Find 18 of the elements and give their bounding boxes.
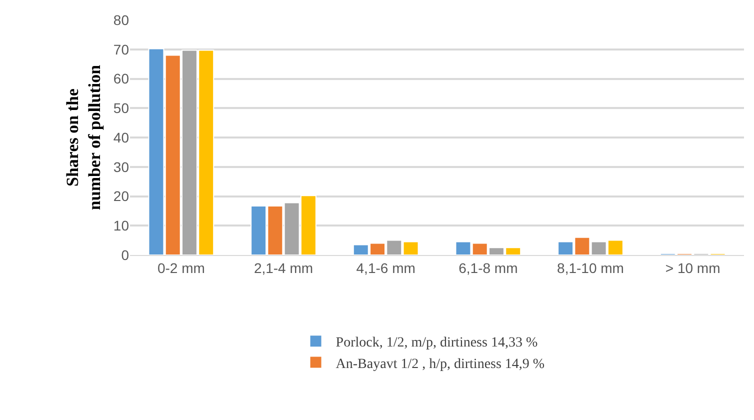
x-tick-label: 8,1-10 mm xyxy=(557,260,624,276)
y-tick-label: 10 xyxy=(113,218,130,234)
y-axis-title: Shares on the number of pollution xyxy=(62,64,104,210)
legend-label: Porlock, 1/2, m/p, dirtiness 14,33 % xyxy=(336,336,538,351)
y-tick-label: 40 xyxy=(113,129,130,146)
y-tick-label: 30 xyxy=(113,158,130,175)
x-tick-label: 2,1-4 mm xyxy=(254,260,314,276)
x-tick-label: > 10 mm xyxy=(665,260,720,276)
y-tick-label: 60 xyxy=(113,70,130,87)
y-tick-label: 70 xyxy=(113,41,130,58)
x-tick-label: 0-2 mm xyxy=(157,260,205,276)
x-tick-label: 4,1-6 mm xyxy=(356,260,416,276)
legend-label: An-Bayavt 1/2 , h/p, dirtiness 14,9 % xyxy=(336,356,545,372)
y-tick-label: 80 xyxy=(113,12,130,28)
y-tick-label: 0 xyxy=(121,246,130,263)
y-tick-label: 50 xyxy=(113,100,130,116)
y-tick-label: 20 xyxy=(113,188,130,204)
x-tick-label: 6,1-8 mm xyxy=(458,260,518,276)
